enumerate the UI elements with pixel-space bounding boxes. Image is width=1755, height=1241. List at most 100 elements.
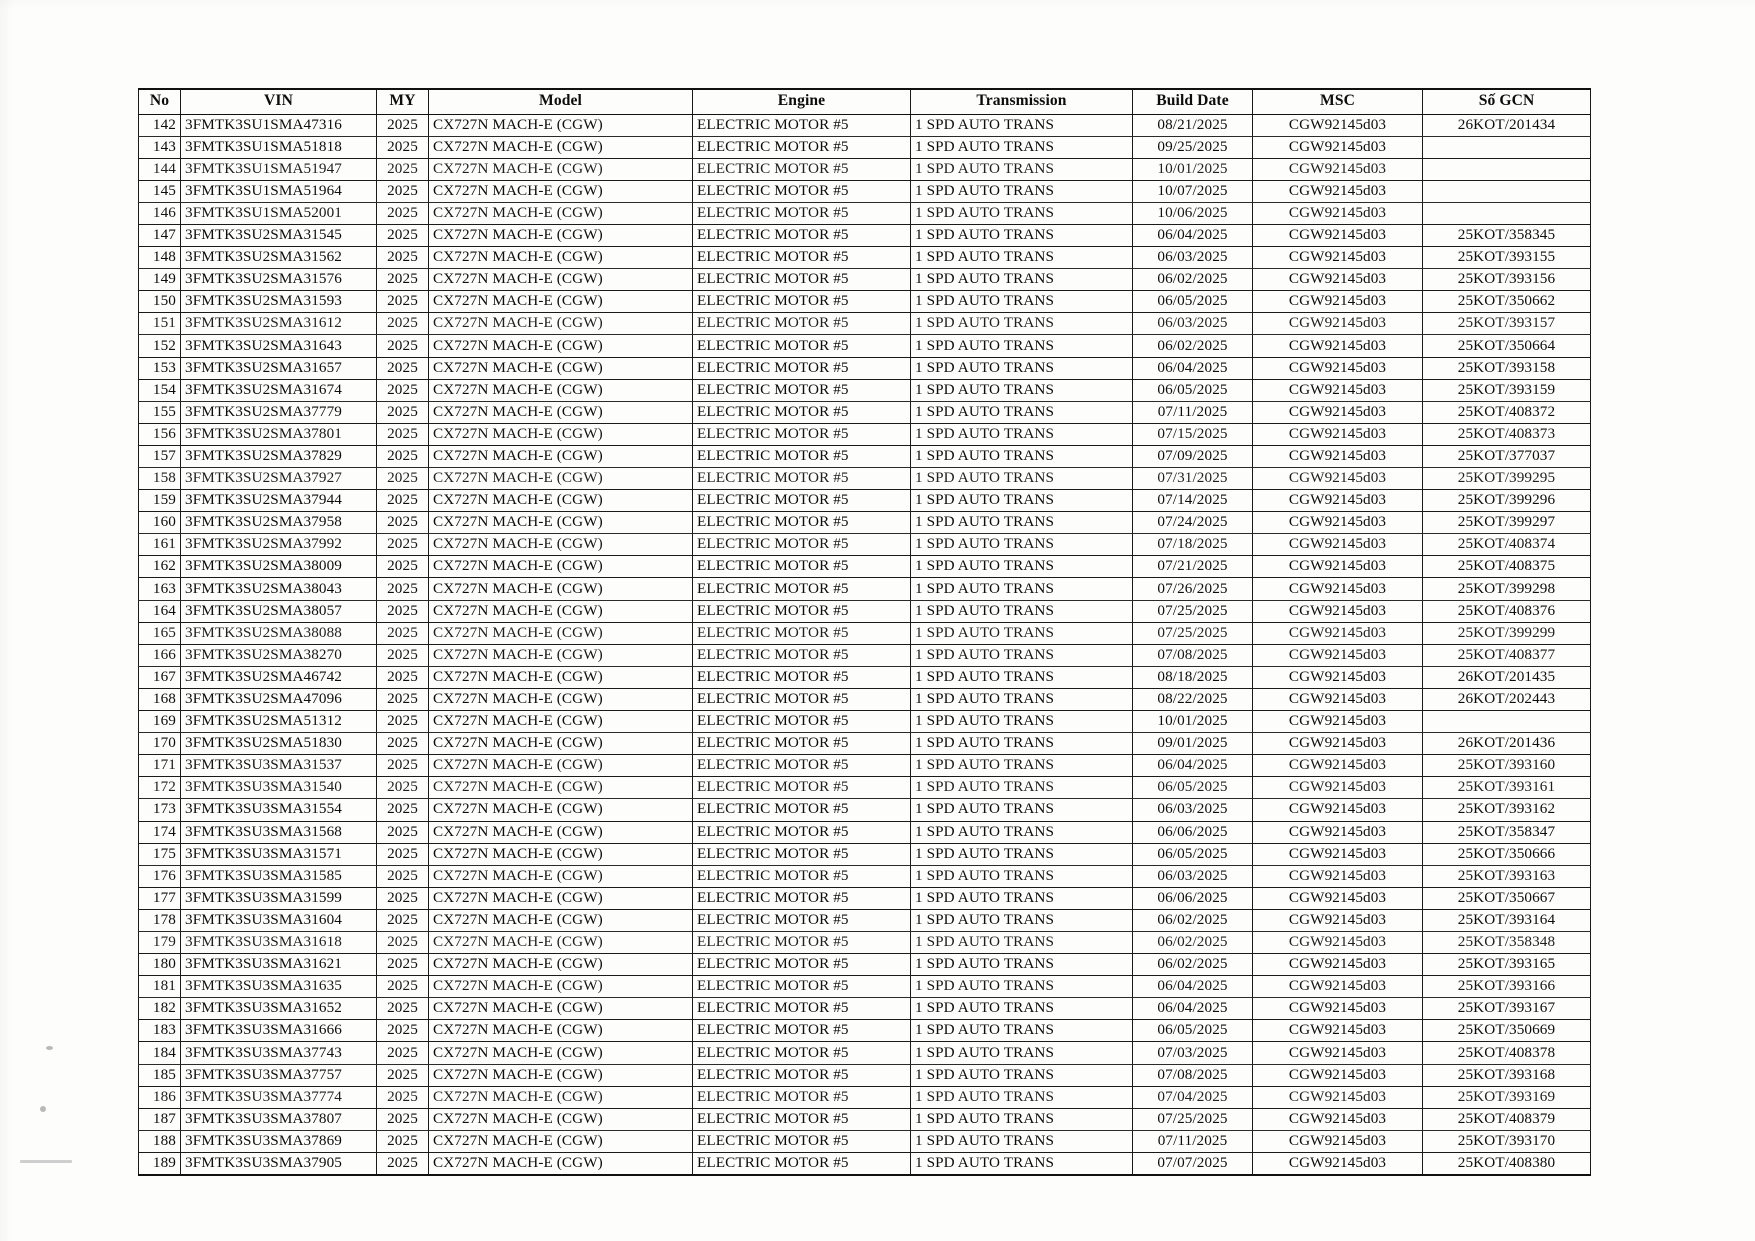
cell-gcn: 25KOT/393163 [1422,864,1591,888]
cell-model: CX727N MACH-E (CGW) [428,975,693,999]
cell-gcn: 25KOT/350664 [1422,334,1591,358]
cell-build: 07/14/2025 [1132,489,1253,513]
column-header-my: MY [376,88,429,115]
cell-vin: 3FMTK3SU2SMA31657 [180,356,377,380]
cell-vin: 3FMTK3SU3SMA37774 [180,1085,377,1109]
cell-my: 2025 [376,555,429,579]
cell-eng: ELECTRIC MOTOR #5 [692,1063,911,1087]
table-row: 151 3FMTK3SU2SMA31612 2025 CX727N MACH-E (C… [138,312,1591,336]
cell-no: 185 [138,1063,181,1087]
cell-my: 2025 [376,997,429,1021]
cell-build: 06/02/2025 [1132,334,1253,358]
cell-no: 175 [138,842,181,866]
cell-my: 2025 [376,621,429,645]
cell-my: 2025 [376,975,429,999]
cell-my: 2025 [376,246,429,270]
cell-vin: 3FMTK3SU3SMA31635 [180,975,377,999]
cell-my: 2025 [376,754,429,778]
cell-vin: 3FMTK3SU2SMA38270 [180,643,377,667]
cell-eng: ELECTRIC MOTOR #5 [692,820,911,844]
cell-vin: 3FMTK3SU2SMA31612 [180,312,377,336]
cell-trans: 1 SPD AUTO TRANS [910,577,1133,601]
cell-no: 183 [138,1019,181,1043]
cell-trans: 1 SPD AUTO TRANS [910,665,1133,689]
cell-no: 147 [138,223,181,248]
cell-model: CX727N MACH-E (CGW) [428,820,693,844]
cell-vin: 3FMTK3SU2SMA31545 [180,223,377,248]
column-header-engine: Engine [692,88,911,115]
cell-my: 2025 [376,268,429,292]
cell-eng: ELECTRIC MOTOR #5 [692,422,911,446]
cell-trans: 1 SPD AUTO TRANS [910,113,1133,137]
cell-gcn: 25KOT/408380 [1422,1151,1591,1176]
cell-my: 2025 [376,334,429,358]
cell-trans: 1 SPD AUTO TRANS [910,754,1133,778]
cell-model: CX727N MACH-E (CGW) [428,776,693,800]
cell-no: 164 [138,599,181,623]
cell-eng: ELECTRIC MOTOR #5 [692,1085,911,1109]
cell-model: CX727N MACH-E (CGW) [428,1041,693,1065]
cell-gcn: 25KOT/393155 [1422,246,1591,270]
cell-trans: 1 SPD AUTO TRANS [910,533,1133,557]
table-row: 160 3FMTK3SU2SMA37958 2025 CX727N MACH-E (C… [138,511,1591,535]
cell-model: CX727N MACH-E (CGW) [428,710,693,734]
cell-msc: CGW92145d03 [1252,334,1423,358]
cell-trans: 1 SPD AUTO TRANS [910,599,1133,623]
table-row: 174 3FMTK3SU3SMA31568 2025 CX727N MACH-E (C… [138,820,1591,844]
table-row: 157 3FMTK3SU2SMA37829 2025 CX727N MACH-E (C… [138,444,1591,469]
table-row: 142 3FMTK3SU1SMA47316 2025 CX727N MACH-E (C… [138,113,1591,137]
cell-build: 07/26/2025 [1132,577,1253,601]
cell-msc: CGW92145d03 [1252,665,1423,689]
cell-eng: ELECTRIC MOTOR #5 [692,754,911,778]
cell-no: 155 [138,400,181,424]
table-row: 145 3FMTK3SU1SMA51964 2025 CX727N MACH-E (C… [138,179,1591,203]
cell-build: 10/06/2025 [1132,201,1253,225]
table-row: 156 3FMTK3SU2SMA37801 2025 CX727N MACH-E (C… [138,422,1591,446]
table-row: 158 3FMTK3SU2SMA37927 2025 CX727N MACH-E (C… [138,466,1591,491]
cell-build: 07/21/2025 [1132,555,1253,579]
table-row: 186 3FMTK3SU3SMA37774 2025 CX727N MACH-E (C… [138,1085,1591,1109]
cell-no: 173 [138,798,181,822]
cell-gcn: 25KOT/393160 [1422,754,1591,778]
cell-model: CX727N MACH-E (CGW) [428,798,693,822]
cell-model: CX727N MACH-E (CGW) [428,422,693,446]
cell-msc: CGW92145d03 [1252,444,1423,469]
cell-msc: CGW92145d03 [1252,378,1423,402]
cell-model: CX727N MACH-E (CGW) [428,378,693,402]
cell-no: 159 [138,489,181,513]
cell-model: CX727N MACH-E (CGW) [428,599,693,623]
cell-trans: 1 SPD AUTO TRANS [910,908,1133,932]
cell-my: 2025 [376,776,429,800]
cell-vin: 3FMTK3SU3SMA37905 [180,1151,377,1176]
cell-msc: CGW92145d03 [1252,223,1423,248]
cell-msc: CGW92145d03 [1252,201,1423,225]
cell-my: 2025 [376,643,429,667]
cell-build: 06/02/2025 [1132,268,1253,292]
cell-eng: ELECTRIC MOTOR #5 [692,1151,911,1176]
cell-eng: ELECTRIC MOTOR #5 [692,665,911,689]
vehicle-records-table: No VIN MY Model Engine Transmission Buil… [138,88,1591,1176]
table-row: 180 3FMTK3SU3SMA31621 2025 CX727N MACH-E (C… [138,953,1591,977]
table-row: 163 3FMTK3SU2SMA38043 2025 CX727N MACH-E (C… [138,577,1591,601]
cell-my: 2025 [376,732,429,756]
cell-gcn: 25KOT/393167 [1422,997,1591,1021]
cell-my: 2025 [376,842,429,866]
cell-no: 186 [138,1085,181,1109]
cell-build: 06/03/2025 [1132,798,1253,822]
cell-trans: 1 SPD AUTO TRANS [910,268,1133,292]
cell-trans: 1 SPD AUTO TRANS [910,312,1133,336]
cell-trans: 1 SPD AUTO TRANS [910,466,1133,491]
cell-model: CX727N MACH-E (CGW) [428,687,693,712]
cell-model: CX727N MACH-E (CGW) [428,223,693,248]
cell-no: 171 [138,754,181,778]
cell-my: 2025 [376,290,429,314]
cell-build: 06/04/2025 [1132,975,1253,999]
table-row: 153 3FMTK3SU2SMA31657 2025 CX727N MACH-E (C… [138,356,1591,380]
cell-build: 10/07/2025 [1132,179,1253,203]
cell-model: CX727N MACH-E (CGW) [428,489,693,513]
table-row: 176 3FMTK3SU3SMA31585 2025 CX727N MACH-E (C… [138,864,1591,888]
cell-no: 187 [138,1107,181,1131]
cell-trans: 1 SPD AUTO TRANS [910,820,1133,844]
cell-model: CX727N MACH-E (CGW) [428,157,693,181]
